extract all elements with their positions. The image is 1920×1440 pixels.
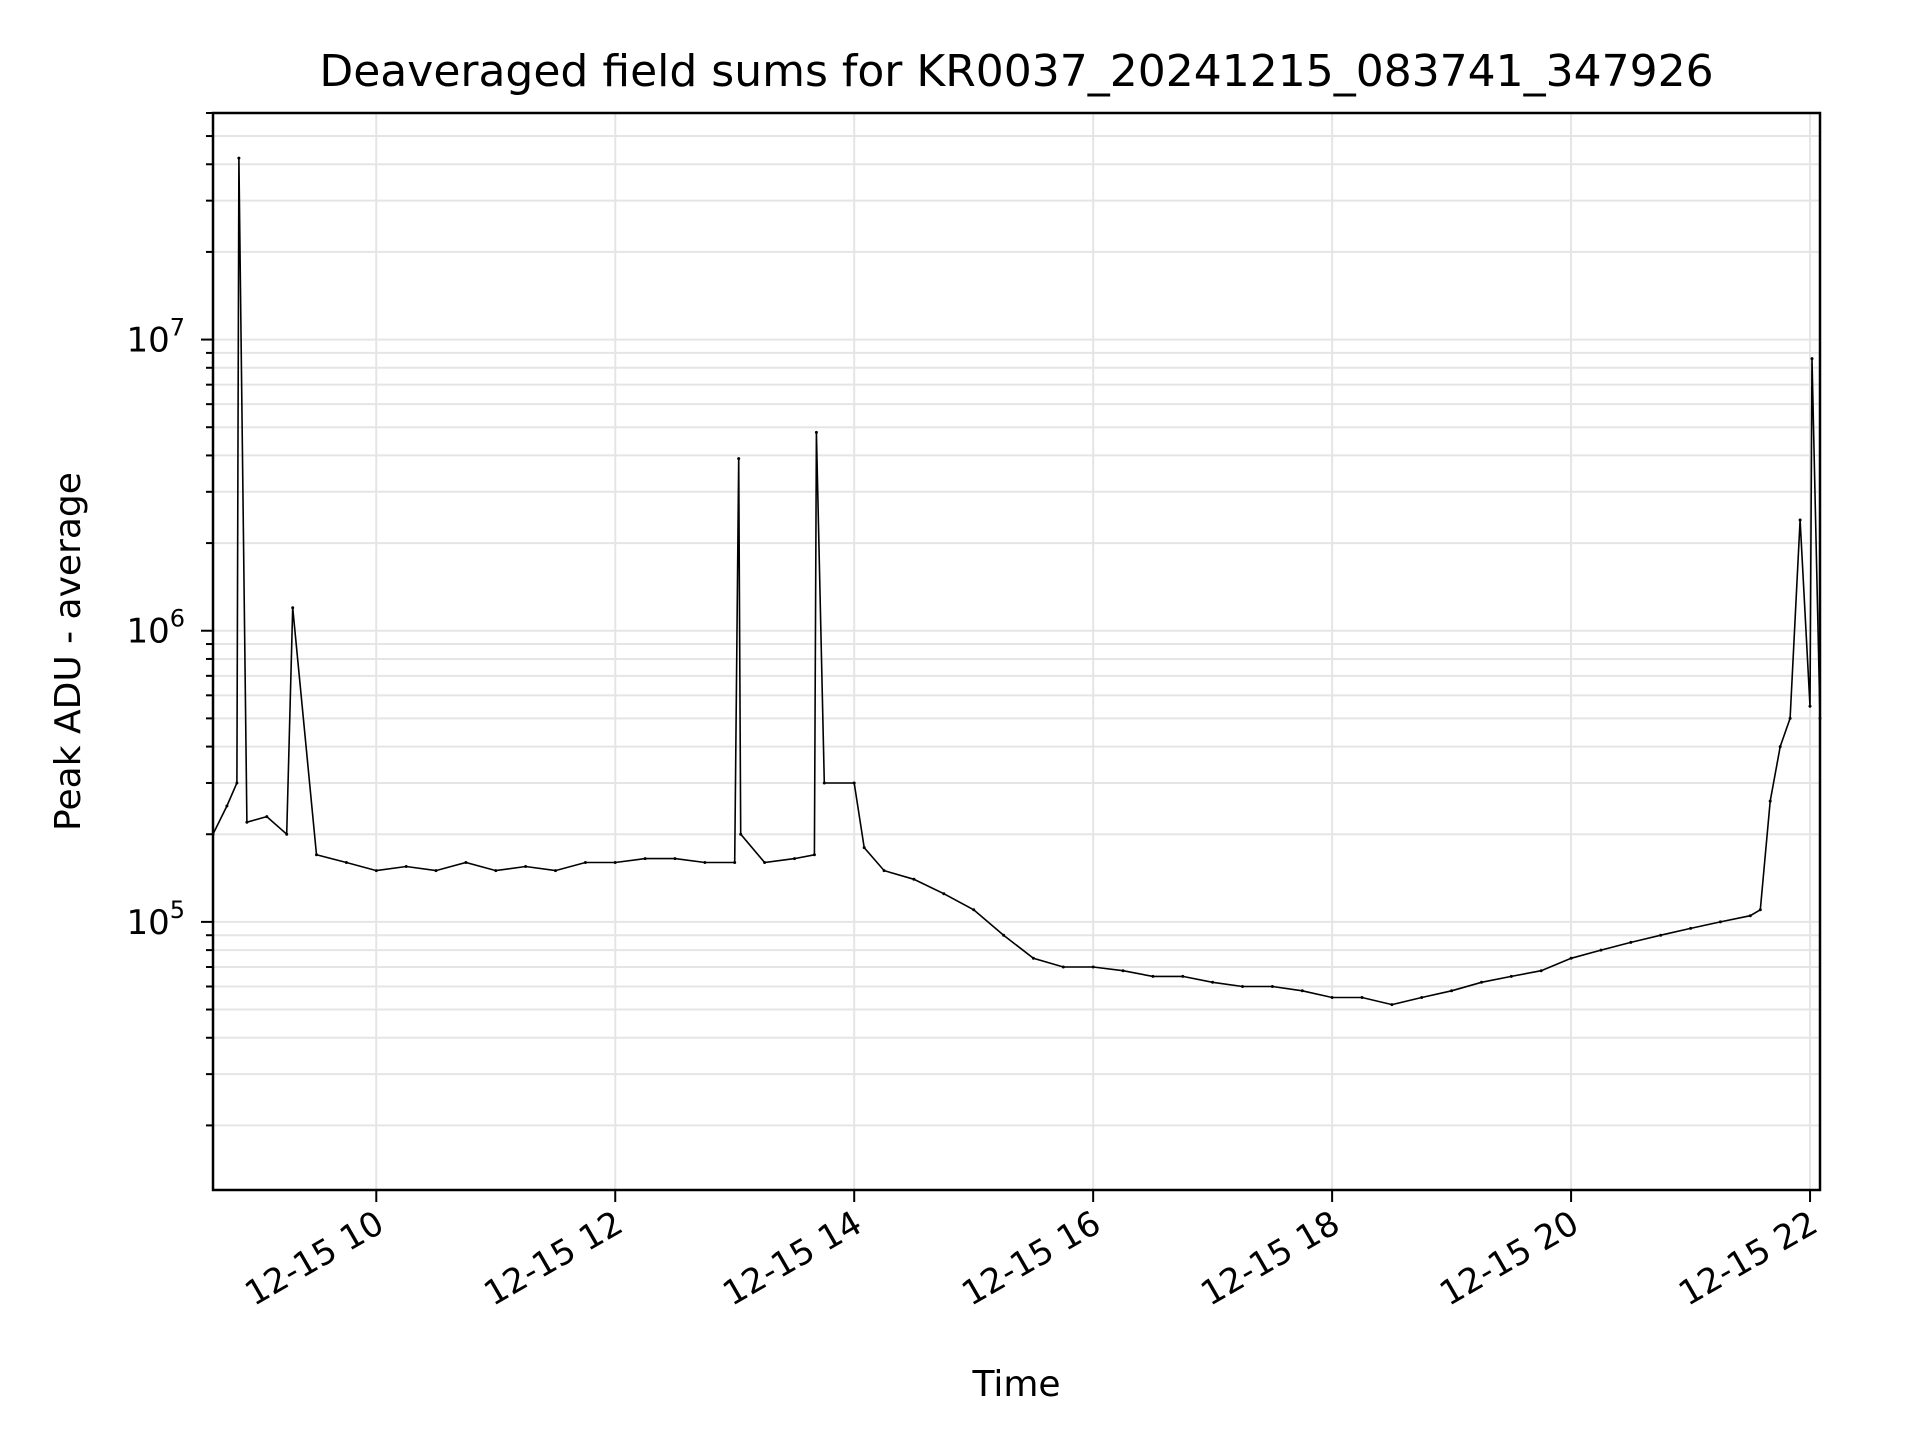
x-tick-label: 12-15 10 xyxy=(238,1203,390,1314)
data-point xyxy=(1061,965,1065,969)
data-point xyxy=(1181,974,1185,978)
x-tick-label: 12-15 16 xyxy=(955,1203,1107,1314)
data-point xyxy=(1509,974,1513,978)
data-point xyxy=(1241,985,1244,988)
chart-title: Deaveraged field sums for KR0037_2024121… xyxy=(319,46,1713,97)
x-tick-label: 12-15 22 xyxy=(1672,1203,1824,1314)
data-point xyxy=(763,861,767,864)
y-tick-label: 107 xyxy=(126,314,185,361)
data-point xyxy=(822,781,826,785)
data-point xyxy=(1569,956,1573,960)
data-point xyxy=(882,869,886,873)
x-tick-label: 12-15 12 xyxy=(477,1203,629,1314)
data-point xyxy=(1539,969,1543,973)
y-tick-label: 106 xyxy=(126,605,185,652)
y-tick-exponent: 6 xyxy=(170,605,185,633)
x-tick-label: 12-15 20 xyxy=(1433,1203,1585,1314)
data-point xyxy=(1360,996,1364,999)
data-point xyxy=(1798,518,1802,522)
data-point xyxy=(852,781,856,785)
data-point xyxy=(1659,933,1663,937)
data-point xyxy=(1300,989,1304,993)
data-point xyxy=(1091,965,1095,969)
series-layer xyxy=(211,156,1822,1007)
data-point xyxy=(225,804,229,808)
data-point xyxy=(972,908,976,912)
data-point xyxy=(1390,1003,1394,1007)
data-point xyxy=(703,861,707,864)
data-point xyxy=(1211,980,1215,984)
data-point xyxy=(235,781,239,785)
data-point xyxy=(1718,920,1722,924)
data-point xyxy=(1270,985,1274,988)
data-point xyxy=(344,861,348,864)
data-point xyxy=(739,832,743,836)
x-tick-label: 12-15 14 xyxy=(716,1203,868,1314)
data-point xyxy=(583,861,587,864)
y-tick-exponent: 5 xyxy=(170,896,185,924)
data-point xyxy=(1689,926,1693,930)
data-point xyxy=(524,865,528,868)
y-tick-exponent: 7 xyxy=(170,314,185,342)
data-point xyxy=(793,857,796,861)
data-point xyxy=(245,820,249,824)
data-point xyxy=(265,815,269,819)
y-tick-base: 10 xyxy=(126,903,169,943)
data-point xyxy=(554,869,557,873)
data-point xyxy=(737,457,741,461)
series-line xyxy=(212,158,1821,1006)
data-point xyxy=(1002,933,1006,937)
data-point xyxy=(1778,745,1782,749)
data-point xyxy=(494,869,498,873)
data-point xyxy=(285,832,289,836)
data-point xyxy=(912,877,916,881)
data-point xyxy=(613,861,617,864)
data-point xyxy=(1748,914,1752,918)
data-point xyxy=(404,865,408,868)
data-point xyxy=(733,861,737,864)
data-point xyxy=(291,606,295,610)
data-point xyxy=(1599,948,1603,952)
plot-frame xyxy=(211,111,1822,1192)
data-point xyxy=(812,853,816,857)
data-point xyxy=(1420,996,1424,999)
x-axis-label: Time xyxy=(971,1364,1060,1405)
data-point xyxy=(374,869,378,873)
data-point xyxy=(1768,799,1772,803)
data-point xyxy=(1480,980,1483,984)
y-axis-label: Peak ADU - average xyxy=(48,472,89,831)
data-point xyxy=(1121,969,1125,973)
data-point xyxy=(434,869,438,873)
grid-layer xyxy=(213,112,1820,1190)
data-point xyxy=(464,861,468,864)
data-point xyxy=(1450,989,1454,993)
data-point xyxy=(673,857,677,861)
y-tick-label: 105 xyxy=(126,896,185,943)
data-point xyxy=(237,156,241,160)
data-point xyxy=(862,846,866,850)
data-point xyxy=(1629,940,1633,944)
data-point xyxy=(1810,357,1814,361)
data-point xyxy=(315,853,318,857)
data-point xyxy=(1808,704,1812,708)
data-point xyxy=(1151,974,1155,978)
data-point xyxy=(1031,956,1035,960)
y-tick-base: 10 xyxy=(126,612,169,652)
data-point xyxy=(1788,716,1792,720)
data-point xyxy=(1330,996,1334,999)
y-tick-base: 10 xyxy=(126,321,169,361)
data-point xyxy=(942,892,946,896)
data-point xyxy=(1758,908,1762,912)
data-point xyxy=(643,857,647,861)
x-tick-label: 12-15 18 xyxy=(1194,1203,1346,1314)
data-point xyxy=(814,430,818,434)
